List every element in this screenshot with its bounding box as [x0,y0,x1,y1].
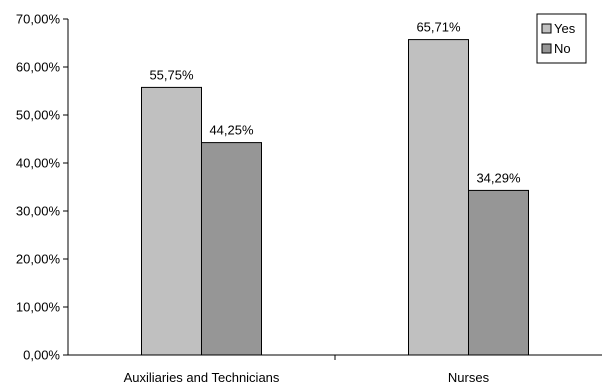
y-tick-label: 10,00% [16,300,61,315]
y-tick-label: 50,00% [16,108,61,123]
legend-box [536,13,587,64]
bar-yes-1 [141,86,202,356]
data-label: 65,71% [416,20,461,35]
legend-swatch-no [541,43,552,54]
y-tick-label: 20,00% [16,252,61,267]
legend-label-yes: Yes [554,21,576,36]
y-tick-label: 40,00% [16,156,61,171]
legend-label-no: No [554,41,571,56]
y-tick-label: 30,00% [16,204,61,219]
y-tick-label: 60,00% [16,60,61,75]
legend-swatch-yes [541,23,552,34]
bar-no-2 [468,189,529,356]
x-category-label: Auxiliaries and Technicians [124,370,280,385]
bar-yes-2 [408,39,469,356]
y-tick-label: 0,00% [23,348,60,363]
data-label: 34,29% [476,170,521,185]
x-category-label: Nurses [448,370,490,385]
data-label: 55,75% [149,67,194,82]
y-tick-label: 70,00% [16,12,61,27]
data-label: 44,25% [209,123,254,138]
bar-no-1 [201,142,262,356]
